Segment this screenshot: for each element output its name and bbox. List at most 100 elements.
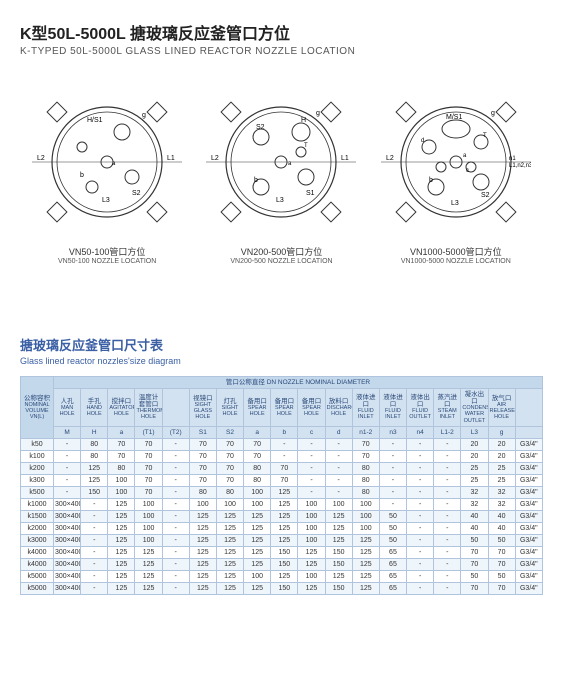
cell: -: [81, 570, 108, 582]
cell: 65: [379, 558, 406, 570]
cell: 65: [379, 546, 406, 558]
cell: -: [162, 534, 189, 546]
cell: -: [81, 510, 108, 522]
cell: 125: [244, 546, 271, 558]
cell: -: [81, 582, 108, 594]
cell: G3/4": [515, 474, 542, 486]
cell: -: [407, 510, 434, 522]
cell: 25: [488, 474, 515, 486]
cell: 50: [461, 570, 488, 582]
svg-text:S2: S2: [481, 192, 490, 199]
cell: 125: [325, 570, 352, 582]
col-header: 视镜口SIGHT GLASS HOLE: [189, 389, 216, 426]
cell: 70: [135, 438, 162, 450]
cell: G3/4": [515, 498, 542, 510]
col-symbol: c: [298, 426, 325, 438]
cell: -: [54, 474, 81, 486]
diagram-2-cap-cn: VN200-500管口方位: [206, 245, 356, 258]
svg-text:b: b: [80, 172, 84, 179]
cell: 125: [108, 498, 135, 510]
cell: 150: [325, 582, 352, 594]
cell: 125: [244, 510, 271, 522]
cell: 80: [352, 486, 379, 498]
cell: -: [434, 522, 461, 534]
cell: G3/4": [515, 570, 542, 582]
cell: 150: [81, 486, 108, 498]
col-symbol: d: [325, 426, 352, 438]
cell: 125: [189, 570, 216, 582]
cell: G3/4": [515, 582, 542, 594]
cell: 65: [379, 582, 406, 594]
cell: 125: [271, 534, 298, 546]
cell: 100: [135, 498, 162, 510]
cell: 125: [108, 510, 135, 522]
cell: 70: [135, 450, 162, 462]
cell: 100: [298, 522, 325, 534]
table-row: k4000300×400-125125-12512512515012515012…: [21, 558, 543, 570]
cell: 20: [461, 438, 488, 450]
cell: 65: [379, 570, 406, 582]
cell: 70: [135, 474, 162, 486]
cell: 80: [81, 450, 108, 462]
cell: -: [379, 462, 406, 474]
cell: -: [54, 462, 81, 474]
diagram-1-cap-cn: VN50-100管口方位: [32, 245, 182, 258]
cell: -: [298, 450, 325, 462]
cell: -: [407, 462, 434, 474]
col-header: 温度计套管口THERMOMETER HOLE: [135, 389, 162, 426]
table-row: k300-12510070-70708070--80---2525G3/4": [21, 474, 543, 486]
cell: 125: [216, 582, 243, 594]
cell: 125: [108, 546, 135, 558]
cell-vn: k1500: [21, 510, 54, 522]
cell: 70: [108, 438, 135, 450]
cell: 70: [216, 474, 243, 486]
cell: 125: [325, 534, 352, 546]
cell: 32: [488, 486, 515, 498]
cell: 100: [298, 498, 325, 510]
cell: 50: [379, 510, 406, 522]
cell: 125: [135, 582, 162, 594]
cell: -: [379, 474, 406, 486]
cell: 125: [352, 558, 379, 570]
svg-text:b: b: [429, 177, 433, 184]
table-row: k5000300×400-125125-12512510012510012512…: [21, 570, 543, 582]
cell: 70: [271, 474, 298, 486]
diagram-3-cap-cn: VN1000-5000管口方位: [381, 245, 531, 258]
cell: 100: [108, 486, 135, 498]
cell: 70: [461, 558, 488, 570]
svg-text:H: H: [301, 117, 306, 124]
cell: 125: [271, 498, 298, 510]
cell: G3/4": [515, 558, 542, 570]
col-header: [162, 389, 189, 426]
cell: 70: [488, 558, 515, 570]
col-symbol: H: [81, 426, 108, 438]
cell: 150: [271, 582, 298, 594]
svg-text:L2: L2: [386, 155, 394, 162]
cell: 125: [108, 534, 135, 546]
cell: 125: [108, 558, 135, 570]
cell: 70: [216, 462, 243, 474]
cell: 50: [488, 570, 515, 582]
cell: -: [434, 510, 461, 522]
page-title-cn: K型50L-5000L 搪玻璃反应釜管口方位: [20, 20, 543, 44]
cell: -: [81, 522, 108, 534]
cell: 125: [271, 570, 298, 582]
cell: 70: [271, 462, 298, 474]
reactor-diagram-svg: M/S1 g T d n1 L1,n2,n3 L2 L3 S2 b c a: [381, 87, 531, 237]
cell: 70: [216, 438, 243, 450]
cell: 125: [298, 546, 325, 558]
cell: -: [434, 582, 461, 594]
cell: 100: [298, 534, 325, 546]
cell: 125: [189, 546, 216, 558]
svg-text:T: T: [483, 133, 487, 139]
svg-text:g: g: [142, 112, 146, 119]
cell: 125: [135, 570, 162, 582]
cell: 50: [379, 534, 406, 546]
cell: -: [81, 534, 108, 546]
cell: 300×400: [54, 558, 81, 570]
cell: 32: [461, 498, 488, 510]
cell: -: [407, 546, 434, 558]
cell: 20: [488, 438, 515, 450]
cell: -: [81, 546, 108, 558]
cell: -: [434, 546, 461, 558]
